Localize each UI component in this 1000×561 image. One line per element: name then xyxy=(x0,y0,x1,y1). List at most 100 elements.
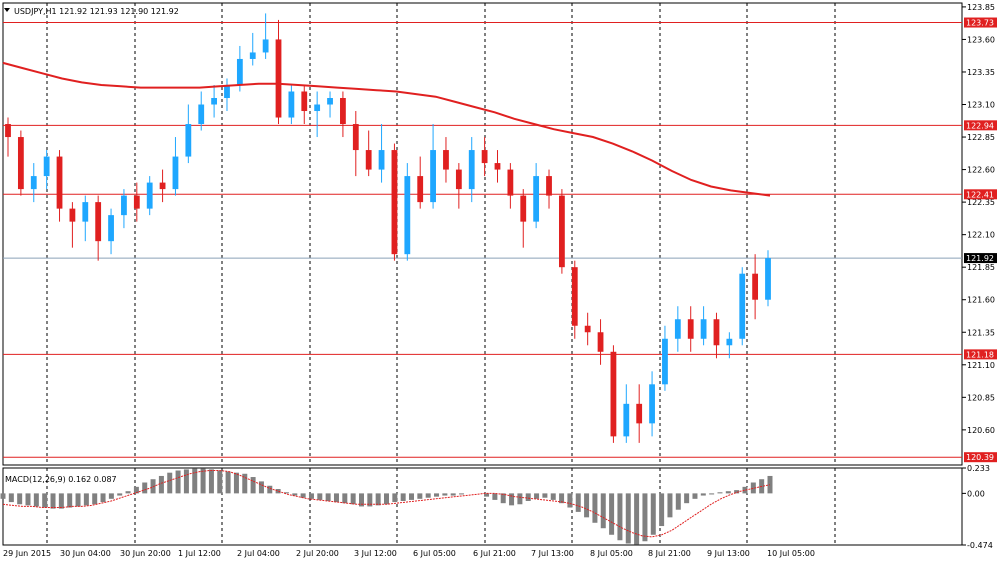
candle-body[interactable] xyxy=(481,150,488,164)
candle-body[interactable] xyxy=(17,137,24,190)
symbol-ohlc-label: USDJPY,H1 121.92 121.93 121.90 121.92 xyxy=(14,7,179,16)
candle-body[interactable] xyxy=(571,267,578,326)
macd-signal-line xyxy=(2,470,771,538)
candle-body[interactable] xyxy=(610,351,617,437)
candle-body[interactable] xyxy=(56,156,63,209)
candle-body[interactable] xyxy=(108,215,114,242)
y-tick-label: 122.85 xyxy=(967,133,995,142)
candle-body[interactable] xyxy=(211,98,217,105)
candle-body[interactable] xyxy=(82,202,89,222)
x-tick-label: 2 Jul 20:00 xyxy=(296,549,339,558)
candle-body[interactable] xyxy=(5,124,11,138)
candle-body[interactable] xyxy=(739,273,746,339)
candle-body[interactable] xyxy=(262,39,269,53)
macd-pane[interactable]: 0.233 0.00 -0.474 xyxy=(0,464,993,550)
candle-body[interactable] xyxy=(674,319,681,339)
candle-body[interactable] xyxy=(146,182,153,209)
level-price-tag xyxy=(964,452,997,463)
candle-body[interactable] xyxy=(69,208,76,222)
x-tick-label: 9 Jul 13:00 xyxy=(707,549,750,558)
candle-body[interactable] xyxy=(172,156,179,190)
candle-body[interactable] xyxy=(365,150,372,170)
candle-body[interactable] xyxy=(121,195,127,216)
candle-body[interactable] xyxy=(649,384,655,424)
candle-body[interactable] xyxy=(455,169,462,190)
candle-body[interactable] xyxy=(275,39,282,118)
candle-body[interactable] xyxy=(494,163,501,170)
x-tick-label: 10 Jul 05:00 xyxy=(767,549,815,558)
candle-body[interactable] xyxy=(752,273,759,300)
macd-pane-frame xyxy=(2,467,963,546)
candle-body[interactable] xyxy=(662,338,668,385)
level-price-label: 121.18 xyxy=(966,350,994,359)
x-tick-label: 7 Jul 13:00 xyxy=(531,549,574,558)
level-price-tag xyxy=(964,189,997,200)
y-tick-label: 122.35 xyxy=(967,198,995,207)
candle-body[interactable] xyxy=(443,150,449,170)
y-tick-label: 123.35 xyxy=(967,68,995,77)
main-pane-frame xyxy=(2,2,963,466)
y-tick-label: 122.60 xyxy=(967,166,995,175)
candle-body[interactable] xyxy=(198,104,205,125)
main-chart-pane[interactable]: 123.85 123.60 123.35 123.10 122.85 122.60 122.… xyxy=(2,2,997,466)
candle-body[interactable] xyxy=(249,52,256,59)
candle-body[interactable] xyxy=(133,195,140,209)
x-tick-label: 8 Jul 21:00 xyxy=(648,549,691,558)
candle-body[interactable] xyxy=(224,84,230,99)
candle-body[interactable] xyxy=(159,182,166,190)
candle-body[interactable] xyxy=(507,169,514,196)
candle-body[interactable] xyxy=(236,58,243,85)
candle-body[interactable] xyxy=(687,319,694,339)
level-price-label: 123.73 xyxy=(966,19,994,28)
candle-body[interactable] xyxy=(713,319,720,346)
y-tick-label: 120.85 xyxy=(967,393,995,402)
x-tick-label: 6 Jul 21:00 xyxy=(473,549,516,558)
candle-body[interactable] xyxy=(30,176,37,190)
candle-body[interactable] xyxy=(185,124,192,157)
y-tick-label: 121.10 xyxy=(967,361,995,370)
candle-body[interactable] xyxy=(636,403,643,424)
level-price-tag xyxy=(964,120,997,131)
level-price-tag xyxy=(964,17,997,28)
x-tick-label: 3 Jul 12:00 xyxy=(354,549,397,558)
candle-body[interactable] xyxy=(597,332,604,352)
macd-y-tick-label: 0.233 xyxy=(967,464,990,473)
candle-body[interactable] xyxy=(327,98,333,105)
candle-body[interactable] xyxy=(700,319,707,339)
candle-body[interactable] xyxy=(726,338,733,346)
candle-body[interactable] xyxy=(520,195,527,222)
macd-y-tick-label: 0.00 xyxy=(967,489,985,498)
y-tick-label: 123.10 xyxy=(967,101,995,110)
candle-body[interactable] xyxy=(468,150,475,190)
candle-body[interactable] xyxy=(546,176,552,196)
y-tick-label: 121.60 xyxy=(967,296,995,305)
candle-body[interactable] xyxy=(584,325,591,333)
candle-body[interactable] xyxy=(301,91,308,112)
level-price-label: 122.41 xyxy=(966,190,994,199)
candle-body[interactable] xyxy=(533,176,540,222)
y-tick-label: 121.35 xyxy=(967,328,995,337)
x-tick-label: 30 Jun 20:00 xyxy=(120,549,171,558)
candle-body[interactable] xyxy=(43,156,50,177)
candle-body[interactable] xyxy=(352,124,359,151)
candle-body[interactable] xyxy=(314,104,321,112)
candle-body[interactable] xyxy=(623,403,630,437)
candle-body[interactable] xyxy=(559,195,565,268)
candle-body[interactable] xyxy=(378,150,385,170)
y-tick-label: 123.85 xyxy=(967,3,995,12)
candle-body[interactable] xyxy=(340,98,346,125)
current-price-tag xyxy=(964,253,997,264)
candle-body[interactable] xyxy=(765,258,771,300)
candle-body[interactable] xyxy=(288,91,295,118)
menu-triangle-icon[interactable] xyxy=(4,8,10,12)
candle-body[interactable] xyxy=(391,150,398,255)
moving-average-line xyxy=(2,61,771,197)
macd-indicator-label: MACD(12,26,9) 0.162 0.087 xyxy=(5,475,117,484)
candle-body[interactable] xyxy=(404,176,411,255)
candle-body[interactable] xyxy=(95,202,102,242)
candle-body[interactable] xyxy=(417,176,424,203)
candle-body[interactable] xyxy=(430,150,436,203)
current-price-label: 121.92 xyxy=(966,254,994,263)
